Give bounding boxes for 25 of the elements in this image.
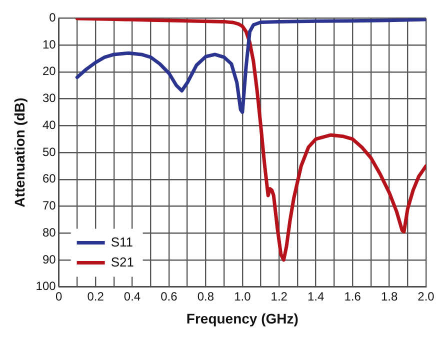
x-tick-label: 0.6 [160,289,178,304]
x-tick-label: 1.2 [270,289,288,304]
y-tick-label: 60 [42,172,56,186]
x-tick-label: 1.6 [344,289,362,304]
y-tick-label: 90 [42,252,56,266]
x-tick-label: 1.0 [234,289,252,304]
y-tick-label: 20 [42,64,56,78]
legend-label: S21 [110,254,134,270]
y-tick-label: 50 [42,144,56,159]
y-tick-label: 0 [49,10,56,25]
x-tick-label: 1.4 [308,289,325,304]
y-tick-label: 100 [36,279,56,294]
y-axis-title: Attenuation (dB) [11,98,28,208]
x-axis-title: Frequency (GHz) [186,310,298,326]
x-tick-label: 0.4 [124,289,141,304]
y-tick-label: 70 [42,198,56,213]
x-tick-label: 2.0 [418,289,435,304]
y-tick-label: 10 [42,37,56,52]
x-tick-label: 0.8 [197,289,214,304]
legend-label: S11 [110,234,133,250]
x-tick-label: 0.2 [87,289,104,304]
y-tick-label: 80 [42,225,56,240]
y-tick-label: 30 [42,91,56,106]
y-tick-label: 40 [42,118,56,132]
x-tick-label: 1.8 [380,289,398,304]
